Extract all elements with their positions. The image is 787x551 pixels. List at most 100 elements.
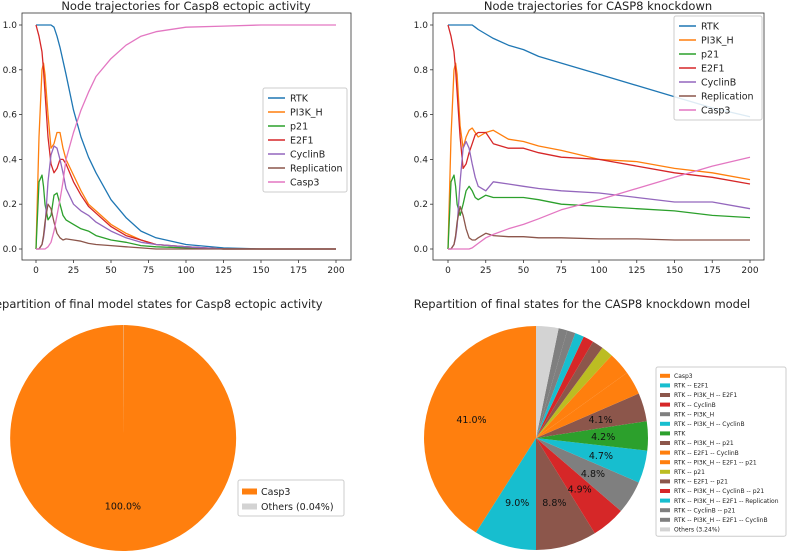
pie-slice-label: 9.0% — [505, 498, 529, 509]
x-tick-label: 175 — [704, 266, 721, 276]
x-tick-label: 125 — [628, 266, 645, 276]
y-tick-label: 0.2 — [414, 200, 428, 210]
chart-title: Node trajectories for Casp8 ectopic acti… — [61, 0, 311, 13]
pie-slice-rtk-pi3k-h — [536, 438, 639, 512]
legend-label: Others (3.24%) — [674, 527, 720, 534]
y-tick-label: 1.0 — [3, 21, 18, 31]
legend-swatch — [660, 402, 670, 407]
pie-slice-label: 4.7% — [589, 451, 613, 462]
pie-chart-1: Repartition of final model states for Ca… — [0, 297, 345, 551]
legend-label: p21 — [701, 50, 719, 61]
legend-swatch — [660, 469, 670, 474]
legend-label: p21 — [290, 122, 308, 133]
pie-slice-rtk-p21 — [536, 347, 612, 438]
legend: RTK PI3K_H p21 E2F1 CyclinB Replication Casp3 — [262, 87, 348, 193]
pie-slice-rtk-e2f1-p21 — [536, 341, 603, 438]
legend-label: Others (0.04%) — [261, 502, 334, 513]
legend-label: Casp3 — [674, 373, 693, 380]
legend-swatch — [660, 508, 670, 513]
pie-slice-rtk-pi3k-h-p21 — [536, 393, 647, 438]
y-tick-label: 0.6 — [3, 111, 18, 121]
legend-label: RTK -- PI3K_H -- E2F1 -- Replication — [674, 498, 779, 505]
x-tick-label: 50 — [518, 266, 530, 276]
pie-slice-rtk-pi3k-h-e2f1-p21 — [536, 355, 628, 438]
legend-label: Casp3 — [290, 178, 319, 189]
legend-swatch — [660, 489, 670, 493]
legend-label: RTK -- PI3K_H -- E2F1 — [674, 392, 737, 399]
legend: Casp3 RTK -- E2F1 RTK -- PI3K_H -- E2F1 RTK… — [655, 366, 787, 537]
legend-swatch — [660, 412, 670, 417]
y-tick-label: 0.6 — [414, 111, 429, 121]
y-tick-label: 0.8 — [414, 66, 429, 76]
legend-label: RTK -- PI3K_H -- E2F1 -- p21 — [674, 459, 757, 466]
legend-label: RTK -- E2F1 -- CyclinB — [674, 450, 739, 457]
x-tick-label: 100 — [590, 266, 607, 276]
series-line-pi3k-h — [447, 62, 751, 250]
y-tick-label: 1.0 — [414, 21, 429, 31]
legend-label: Casp3 — [701, 106, 730, 117]
pie-slice-label: 4.8% — [581, 469, 605, 480]
pie-slice-label: 41.0% — [456, 415, 486, 426]
legend-swatch — [660, 393, 670, 397]
pie-slice-rtk-e2f1-cyclinb — [536, 372, 639, 438]
legend-label: Replication — [701, 92, 754, 103]
pie-slice-casp3 — [10, 325, 237, 551]
x-tick-label: 200 — [327, 266, 344, 276]
pie-slice-rtk — [536, 421, 648, 451]
legend-label: RTK -- E2F1 — [674, 383, 709, 390]
series-line-rtk — [36, 24, 336, 250]
pie-slice-label: 4.2% — [591, 432, 615, 443]
series-line-p21 — [447, 174, 751, 250]
y-tick-label: 0.4 — [414, 155, 429, 165]
legend-label: CyclinB — [290, 150, 325, 161]
chart-title: Node trajectories for CASP8 knockdown — [484, 0, 712, 13]
legend-label: RTK -- E2F1 -- p21 — [674, 479, 728, 486]
y-tick-label: 0.4 — [3, 155, 18, 165]
x-tick-label: 25 — [480, 266, 491, 276]
pie-slice-rtk-pi3k-h-e2f1 — [536, 438, 595, 550]
series-line-rtk — [448, 24, 751, 118]
legend-swatch — [660, 527, 670, 532]
legend-label: E2F1 — [290, 136, 314, 147]
x-tick-label: 75 — [143, 266, 154, 276]
legend-swatch — [660, 460, 670, 465]
legend-label: CyclinB — [701, 78, 736, 89]
x-tick-label: 175 — [290, 266, 307, 276]
legend-box — [237, 479, 345, 517]
legend: Casp3 Others (0.04%) — [237, 479, 345, 517]
legend-swatch — [660, 383, 670, 388]
x-tick-label: 150 — [252, 266, 269, 276]
x-tick-label: 50 — [105, 266, 117, 276]
legend: RTK PI3K_H p21 E2F1 CyclinB Replication Casp3 — [673, 15, 763, 121]
pie-slice-rtk-e2f1 — [475, 438, 536, 550]
legend-label: RTK -- PI3K_H -- CyclinB -- p21 — [674, 488, 764, 495]
y-tick-label: 0.0 — [414, 245, 429, 255]
legend-label: RTK -- PI3K_H — [674, 411, 714, 418]
y-tick-label: 0.2 — [3, 200, 17, 210]
pie-slice-rtk-pi3k-h-cyclinb — [536, 438, 648, 483]
legend-swatch — [660, 498, 670, 503]
series-line-p21 — [35, 174, 336, 250]
x-tick-label: 150 — [666, 266, 683, 276]
legend-label: RTK -- CyclinB — [674, 402, 716, 409]
legend-box — [655, 366, 787, 537]
legend-label: E2F1 — [701, 64, 725, 75]
chart-title: Repartition of final model states for Ca… — [0, 297, 323, 311]
pie-slice-rtk-cyclinb-p21 — [536, 330, 576, 438]
legend-swatch — [660, 450, 670, 455]
pie-slice-rtk-pi3k-h-e2f1-replication — [536, 333, 584, 438]
pie-slice-others — [536, 326, 559, 438]
pie-chart-2: Repartition of final states for the CASP… — [414, 297, 787, 550]
legend-label: PI3K_H — [701, 36, 734, 47]
series-line-casp3 — [448, 156, 751, 250]
series-line-replication — [448, 205, 750, 250]
pie-slice-label: 4.9% — [568, 485, 592, 496]
line-chart-1: Node trajectories for Casp8 ectopic acti… — [3, 0, 352, 276]
pie-slice-rtk-cyclinb — [536, 438, 621, 534]
line-chart-2: Node trajectories for CASP8 knockdown 0 25… — [414, 0, 765, 276]
legend-label: RTK -- CyclinB -- p21 — [674, 507, 736, 514]
legend-swatch — [242, 488, 257, 495]
y-tick-label: 0.0 — [3, 245, 18, 255]
legend-swatch — [660, 517, 670, 522]
legend-swatch — [660, 441, 670, 445]
